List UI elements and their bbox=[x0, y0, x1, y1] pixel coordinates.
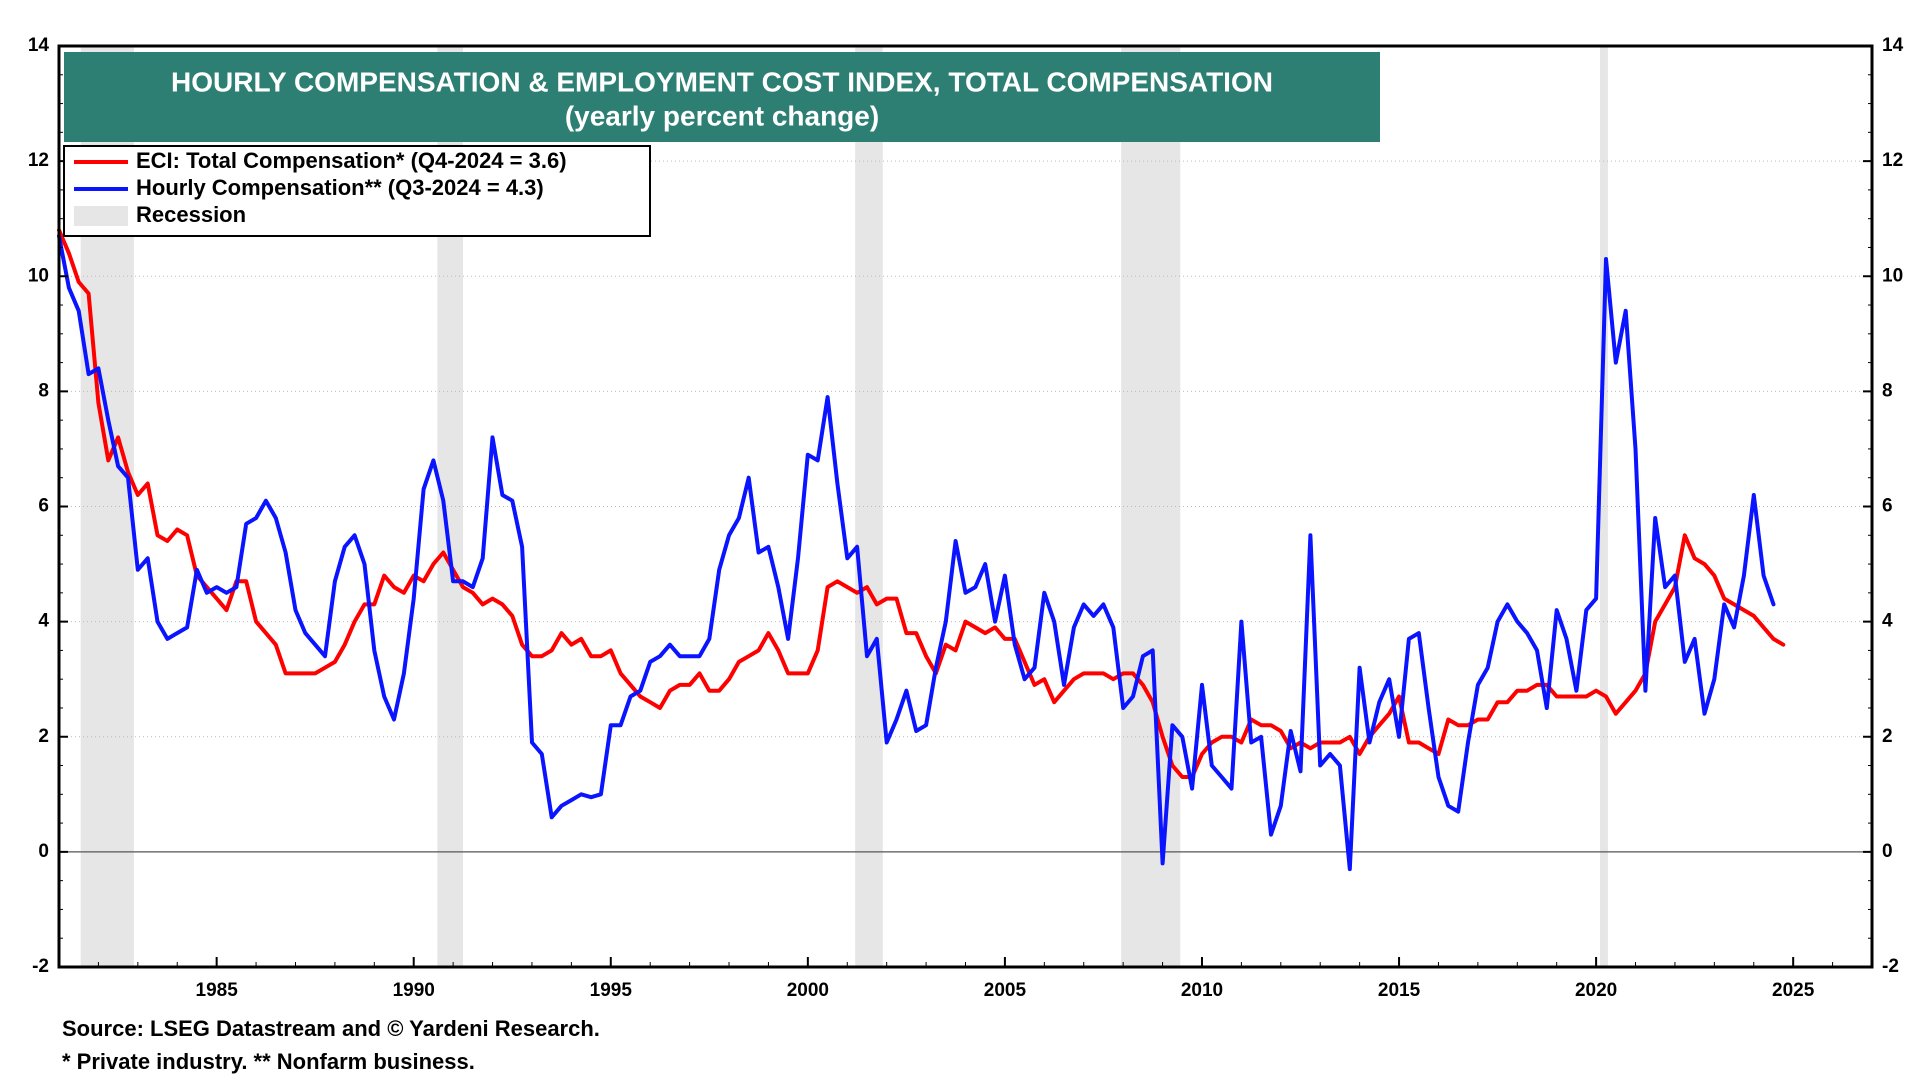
right-tick-label-6: 6 bbox=[1882, 496, 1893, 517]
series-lines bbox=[57, 228, 1786, 872]
left-tick-label-10: 10 bbox=[28, 265, 49, 286]
left-tick-label-2: 2 bbox=[38, 726, 49, 747]
right-y-axis: -2 0 2 4 6 8 10 12 14 bbox=[1863, 35, 1904, 977]
source-note: Source: LSEG Datastream and © Yardeni Re… bbox=[62, 1016, 600, 1041]
left-tick-label-12: 12 bbox=[28, 150, 49, 171]
title-banner: HOURLY COMPENSATION & EMPLOYMENT COST IN… bbox=[64, 52, 1380, 142]
left-tick-label-0: 0 bbox=[38, 841, 49, 862]
x-tick-label-1995: 1995 bbox=[590, 980, 633, 1001]
x-tick-label-2010: 2010 bbox=[1181, 980, 1223, 1001]
left-tick-label-8: 8 bbox=[38, 380, 49, 401]
title-background bbox=[64, 52, 1380, 142]
x-tick-label-2015: 2015 bbox=[1378, 980, 1421, 1001]
legend-box bbox=[63, 145, 651, 237]
legend-recession-label: Recession bbox=[136, 202, 246, 227]
left-tick-label-4: 4 bbox=[38, 611, 49, 632]
legend: ECI: Total Compensation* (Q4-2024 = 3.6)… bbox=[63, 145, 651, 237]
right-tick-label-12: 12 bbox=[1882, 150, 1903, 171]
x-tick-label-2020: 2020 bbox=[1575, 980, 1617, 1001]
right-tick-label-8: 8 bbox=[1882, 380, 1893, 401]
x-tick-label-2025: 2025 bbox=[1772, 980, 1815, 1001]
legend-hourly-label: Hourly Compensation** (Q3-2024 = 4.3) bbox=[136, 175, 544, 200]
footnote: * Private industry. ** Nonfarm business. bbox=[62, 1049, 475, 1074]
x-tick-label-1990: 1990 bbox=[393, 980, 435, 1001]
left-y-axis: -2 0 2 4 6 8 10 12 14 bbox=[28, 35, 68, 977]
x-tick-label-2005: 2005 bbox=[984, 980, 1027, 1001]
legend-recession-swatch bbox=[74, 206, 128, 226]
right-tick-label-2: 2 bbox=[1882, 726, 1893, 747]
chart-subtitle: (yearly percent change) bbox=[565, 100, 879, 131]
series-line-hourly-compensation bbox=[57, 234, 1776, 872]
x-tick-label-2000: 2000 bbox=[787, 980, 829, 1001]
right-tick-label-4: 4 bbox=[1882, 611, 1893, 632]
right-tick-label-10: 10 bbox=[1882, 265, 1903, 286]
right-tick-label--2: -2 bbox=[1882, 956, 1899, 977]
right-tick-label-14: 14 bbox=[1882, 35, 1904, 56]
x-tick-label-1985: 1985 bbox=[196, 980, 239, 1001]
left-tick-label--2: -2 bbox=[32, 956, 49, 977]
right-tick-label-0: 0 bbox=[1882, 841, 1893, 862]
legend-eci-label: ECI: Total Compensation* (Q4-2024 = 3.6) bbox=[136, 148, 567, 173]
chart-title: HOURLY COMPENSATION & EMPLOYMENT COST IN… bbox=[171, 66, 1273, 97]
left-tick-label-14: 14 bbox=[28, 35, 50, 56]
series-line-eci bbox=[57, 228, 1786, 779]
x-axis: 1985 1990 1995 2000 2005 2010 2015 2020 2025 bbox=[58, 957, 1873, 1001]
left-tick-label-6: 6 bbox=[38, 496, 49, 517]
